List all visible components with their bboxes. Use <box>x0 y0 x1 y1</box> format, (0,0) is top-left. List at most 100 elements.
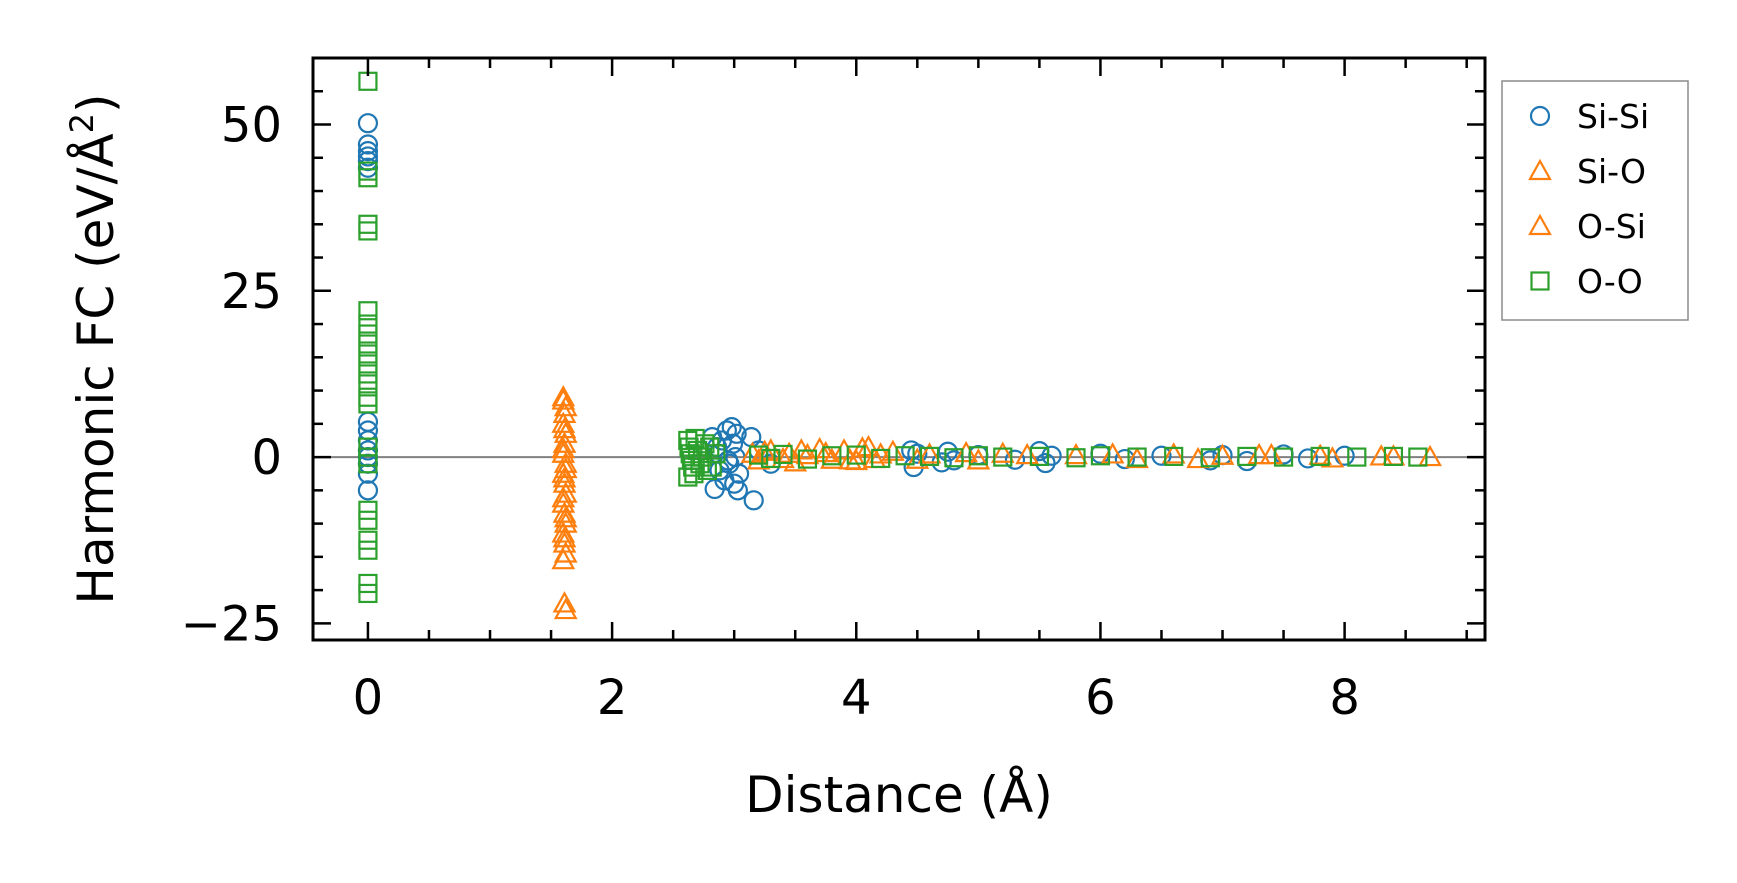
x-tick-label: 0 <box>353 670 384 726</box>
data-point <box>552 501 577 523</box>
data-point <box>966 448 991 470</box>
data-point <box>727 480 748 501</box>
data-point <box>1418 444 1442 467</box>
data-point <box>358 573 378 594</box>
data-point <box>357 134 379 155</box>
data-point <box>700 437 720 457</box>
data-point <box>771 446 795 469</box>
data-point <box>1029 446 1049 467</box>
data-point <box>553 597 578 620</box>
data-point <box>761 448 781 469</box>
data-point <box>551 547 576 570</box>
series-o-si <box>551 384 1442 570</box>
data-point <box>552 591 577 613</box>
data-point <box>695 434 715 454</box>
data-point <box>551 486 576 508</box>
data-point <box>552 525 577 548</box>
data-point <box>1041 445 1062 466</box>
data-point <box>702 457 722 477</box>
data-point <box>968 446 988 466</box>
data-point <box>797 449 818 469</box>
data-point <box>680 444 700 464</box>
legend-entry-si-si: Si-Si <box>1529 97 1649 136</box>
data-point <box>868 442 893 464</box>
data-point <box>1273 447 1294 467</box>
data-point <box>1164 446 1184 467</box>
data-point <box>552 401 577 423</box>
data-point <box>1186 446 1210 469</box>
data-point <box>1015 442 1040 465</box>
data-point <box>1247 442 1272 465</box>
data-point <box>726 423 747 444</box>
data-point <box>358 583 378 604</box>
data-point <box>1125 446 1149 469</box>
legend-marker <box>1529 105 1551 127</box>
data-point <box>990 441 1015 463</box>
y-axis-label-main: Harmonic FC (eV/Å <box>67 133 125 604</box>
data-point <box>358 530 378 550</box>
x-tick-label: 2 <box>597 670 628 726</box>
data-point <box>358 387 378 407</box>
data-point <box>1308 443 1333 465</box>
data-point <box>690 454 710 474</box>
data-point <box>1066 448 1086 468</box>
data-point <box>357 141 379 162</box>
data-point <box>813 440 838 463</box>
data-point <box>895 446 915 466</box>
data-point <box>1408 447 1428 467</box>
y-axis-label-superscript: 2 <box>63 113 101 133</box>
data-point <box>1161 442 1186 464</box>
data-point <box>357 113 379 134</box>
legend-entry-o-o: O-O <box>1530 262 1643 301</box>
data-point <box>1237 446 1257 467</box>
legend-label: Si-Si <box>1577 97 1649 136</box>
data-point <box>838 448 863 470</box>
legend-entry-o-si: O-Si <box>1528 207 1646 246</box>
data-point <box>722 433 744 454</box>
data-point <box>358 314 378 334</box>
data-point <box>919 446 940 467</box>
y-tick-label: 0 <box>251 430 282 486</box>
data-point <box>551 384 576 407</box>
tick-labels-layer: 0 2 4 6 8 −25 0 25 50 <box>181 98 1360 726</box>
data-point <box>706 444 726 464</box>
data-point <box>358 540 378 560</box>
y-tick-label: −25 <box>181 596 282 652</box>
legend-marker <box>1528 213 1552 236</box>
y-tick-label: 50 <box>221 98 282 154</box>
data-point <box>358 168 378 188</box>
data-point <box>692 447 713 467</box>
data-point <box>1004 449 1026 470</box>
data-point <box>749 445 769 465</box>
data-point <box>822 446 842 466</box>
data-point <box>687 440 708 461</box>
data-point <box>358 354 378 374</box>
data-point <box>1127 447 1147 467</box>
data-point <box>357 146 379 167</box>
x-tick-label: 6 <box>1085 670 1116 726</box>
data-point <box>551 436 576 459</box>
data-point <box>551 521 576 543</box>
data-point <box>358 334 378 354</box>
data-point <box>1347 447 1367 467</box>
y-tick-label: 25 <box>221 264 282 320</box>
y-axis-label: Harmonic FC (eV/Å2) <box>63 93 125 604</box>
data-point <box>358 394 378 414</box>
legend-marker <box>1530 271 1550 291</box>
data-point <box>678 467 698 487</box>
legend-entries: Si-Si Si-O O-Si O-O <box>1528 97 1649 301</box>
data-point <box>358 324 378 344</box>
legend: Si-Si Si-O O-Si O-O <box>1501 80 1689 321</box>
x-tick-label: 4 <box>841 670 872 726</box>
data-point <box>358 454 378 474</box>
data-point <box>1297 448 1319 469</box>
data-point <box>1200 448 1220 468</box>
data-point <box>358 364 378 384</box>
data-point <box>846 445 866 465</box>
data-point <box>907 443 928 464</box>
data-point <box>993 447 1013 467</box>
data-point <box>553 394 578 417</box>
data-point <box>552 416 577 439</box>
data-point <box>1310 446 1330 467</box>
